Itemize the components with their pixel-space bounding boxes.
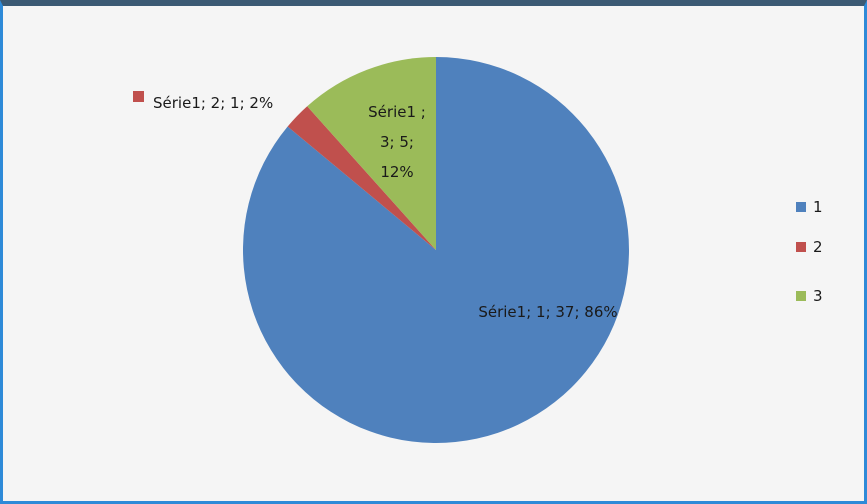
data-label: Série1 ; 3; 5; 12% <box>368 103 426 181</box>
pie-chart <box>133 57 806 443</box>
legend-label: 3 <box>813 287 823 305</box>
pie-slice <box>287 106 436 250</box>
data-label: Série1; 1; 37; 86% <box>478 303 618 321</box>
legend-label: 2 <box>813 238 823 256</box>
pie-slice <box>307 57 436 250</box>
data-label: Série1; 2; 1; 2% <box>153 94 274 112</box>
legend-swatch <box>796 291 806 301</box>
legend-swatch <box>796 202 806 212</box>
pie-slice <box>242 57 629 443</box>
legend-label: 1 <box>813 198 823 216</box>
label-marker <box>133 91 144 102</box>
legend-swatch <box>796 242 806 252</box>
